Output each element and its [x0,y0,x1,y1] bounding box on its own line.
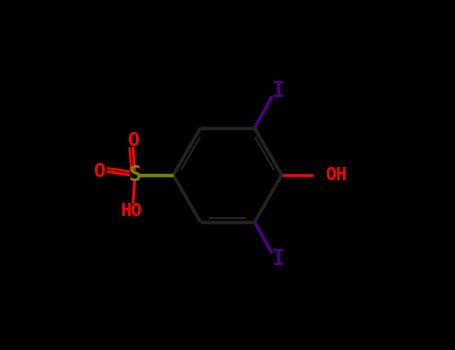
Text: O: O [93,162,105,181]
Text: I: I [271,249,284,269]
Text: O: O [127,131,139,150]
Text: I: I [271,81,284,101]
Text: HO: HO [121,202,142,220]
Text: OH: OH [325,166,347,184]
Text: S: S [128,165,141,185]
